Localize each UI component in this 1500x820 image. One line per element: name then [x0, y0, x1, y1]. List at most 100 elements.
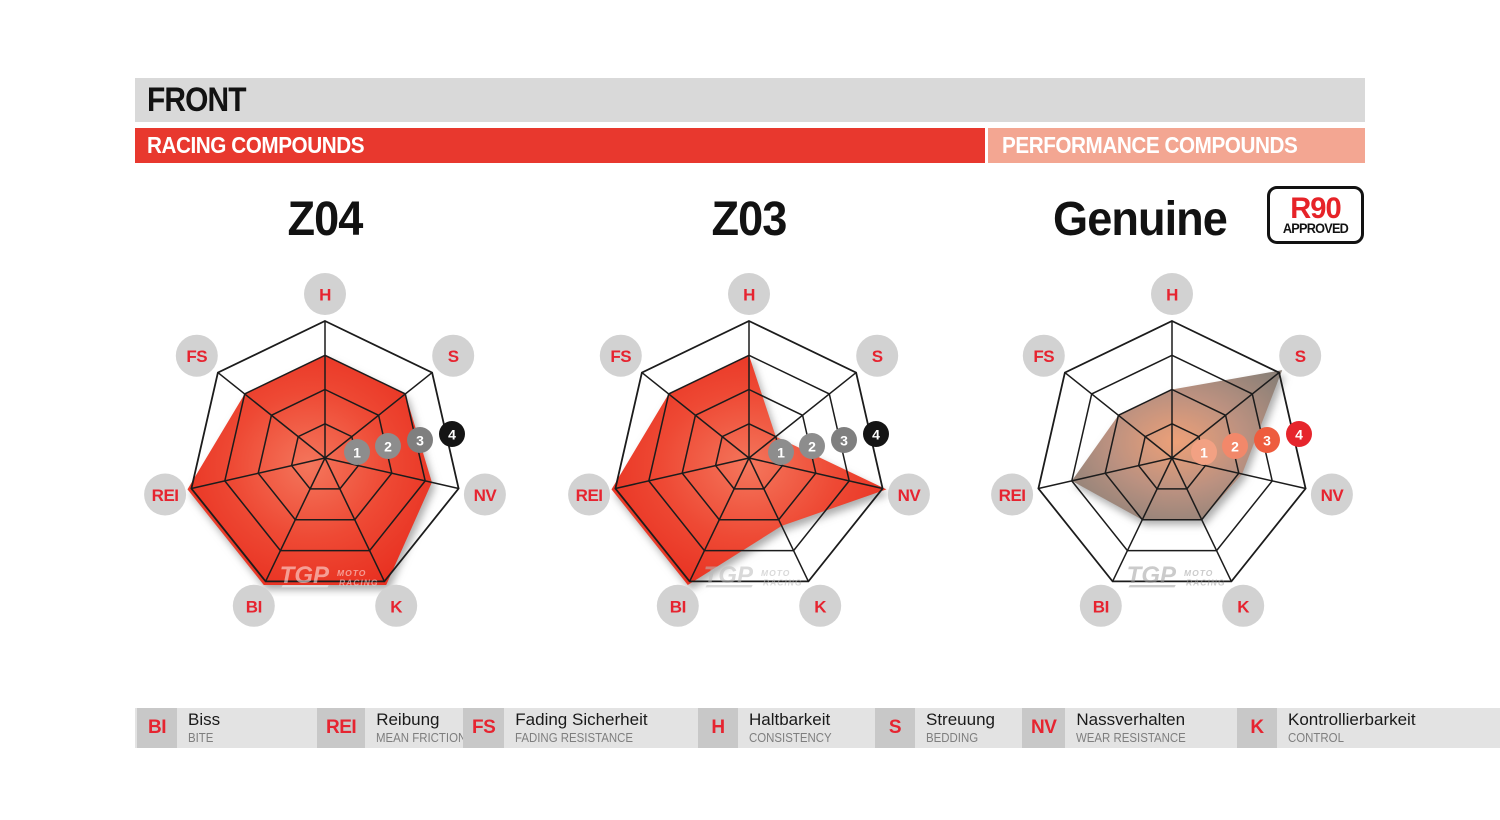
radar-spoke: [191, 457, 326, 490]
axis-label-k: K: [390, 597, 403, 616]
performance-compounds-tab: PERFORMANCE COMPOUNDS: [988, 128, 1365, 163]
axis-label-circle-bi: [232, 584, 275, 627]
axis-label-h: H: [319, 286, 331, 305]
legend-item-fs: FS Fading Sicherheit FADING RESISTANCE: [463, 708, 649, 748]
legend-abbr: H: [698, 708, 738, 748]
radar-data-polygon: [1071, 370, 1283, 520]
racing-compounds-label: RACING COMPOUNDS: [147, 132, 365, 158]
axis-label-circle-bi: [656, 584, 699, 627]
radar-ring-4: [614, 320, 884, 583]
axis-label-circle-h: [1151, 273, 1193, 315]
axis-label-bi: BI: [670, 597, 686, 616]
scale-badge-1: [768, 439, 794, 465]
axis-label-fs: FS: [610, 347, 631, 366]
axis-label-circle-s: [1279, 334, 1322, 377]
svg-text:MOTO: MOTO: [761, 568, 790, 578]
racing-compounds-tab: RACING COMPOUNDS: [135, 128, 985, 163]
axis-label-circle-k: [799, 584, 842, 627]
svg-text:MOTO: MOTO: [1184, 568, 1213, 578]
radar-spoke: [324, 457, 459, 490]
radar-spoke: [324, 372, 433, 459]
r90-approved-badge: R90 APPROVED: [1267, 186, 1364, 244]
scale-badge-1: [1191, 439, 1217, 465]
legend-term-en: WEAR RESISTANCE: [1076, 730, 1187, 746]
axis-label-s: S: [1295, 347, 1306, 366]
scale-badge-3: [1254, 427, 1280, 453]
radar-data-polygon: [187, 355, 432, 585]
axis-label-circle-fs: [1022, 334, 1065, 377]
svg-text:RACING: RACING: [763, 578, 803, 588]
radar-spoke: [1038, 457, 1173, 490]
scale-badge-2: [1222, 433, 1248, 459]
legend-term-en: BEDDING: [926, 730, 979, 746]
axis-label-circle-nv: [1310, 473, 1353, 516]
legend-term-en: BITE: [188, 730, 214, 746]
scale-badge-label: 3: [416, 433, 424, 449]
radar-ring-3: [223, 354, 427, 552]
radar-ring-2: [257, 388, 393, 521]
axis-label-k: K: [1237, 597, 1250, 616]
axis-label-circle-nv: [887, 473, 930, 516]
radar-data-polygon: [611, 355, 887, 585]
axis-label-circle-nv: [463, 473, 506, 516]
radar-ring-4: [190, 320, 460, 583]
scale-badge-label: 3: [1263, 433, 1271, 449]
scale-badge-1: [344, 439, 370, 465]
compound-title-z04: Z04: [287, 193, 364, 246]
legend-term-de: Fading Sicherheit: [515, 709, 648, 729]
radar-spoke: [688, 457, 750, 582]
svg-text:RACING: RACING: [339, 578, 379, 588]
axis-label-circle-h: [728, 273, 770, 315]
axis-label-circle-k: [1222, 584, 1265, 627]
legend-term-de: Streuung: [926, 709, 995, 729]
radar-spoke: [641, 372, 750, 459]
legend-abbr: FS: [463, 708, 505, 748]
legend-item-s: S Streuung BEDDING: [875, 708, 995, 748]
compound-title-genuine: Genuine: [1053, 193, 1228, 246]
svg-text:RACING: RACING: [1186, 578, 1226, 588]
axis-label-k: K: [814, 597, 827, 616]
svg-text:MOTO: MOTO: [337, 568, 366, 578]
svg-text:TGP: TGP: [280, 562, 330, 589]
axis-label-circle-h: [304, 273, 346, 315]
legend-item-bi: BI Biss BITE: [137, 708, 220, 748]
legend-item-nv: NV Nassverhalten WEAR RESISTANCE: [1022, 708, 1201, 748]
axis-label-circle-fs: [175, 334, 218, 377]
radar-ring-2: [681, 388, 817, 521]
radar-spoke: [748, 457, 810, 582]
legend-item-rei: REI Reibung MEAN FRICTION: [317, 708, 479, 748]
axis-label-rei: REI: [999, 486, 1026, 505]
r90-badge-title: R90: [1290, 191, 1341, 225]
axis-label-s: S: [872, 347, 883, 366]
axis-label-circle-rei: [568, 473, 611, 516]
scale-badge-label: 4: [1295, 427, 1303, 443]
radar-spoke: [324, 457, 386, 582]
scale-badge-label: 4: [448, 427, 456, 443]
radar-spoke: [1171, 457, 1233, 582]
performance-compounds-label: PERFORMANCE COMPOUNDS: [1002, 132, 1298, 158]
scale-badge-label: 1: [1200, 445, 1208, 461]
radar-spoke: [1171, 457, 1306, 490]
legend-abbr: BI: [137, 708, 177, 748]
radar-spoke: [748, 457, 883, 490]
legend-abbr: K: [1237, 708, 1277, 748]
scale-badge-label: 2: [808, 439, 816, 455]
legend-term-de: Kontrollierbarkeit: [1288, 709, 1416, 729]
legend-abbr: S: [875, 708, 915, 748]
legend-bar: BI Biss BITE REI Reibung MEAN FRICTION F…: [135, 708, 1500, 748]
radar-spoke: [217, 372, 326, 459]
axis-label-fs: FS: [1033, 347, 1054, 366]
legend-term-en: FADING RESISTANCE: [515, 730, 634, 746]
scale-badge-label: 1: [353, 445, 361, 461]
legend-item-k: K Kontrollierbarkeit CONTROL: [1237, 708, 1416, 748]
scale-badge-label: 4: [872, 427, 880, 443]
radar-ring-3: [647, 354, 851, 552]
svg-text:TGP: TGP: [1127, 562, 1177, 589]
axis-label-circle-bi: [1079, 584, 1122, 627]
svg-text:TGP: TGP: [704, 562, 754, 589]
